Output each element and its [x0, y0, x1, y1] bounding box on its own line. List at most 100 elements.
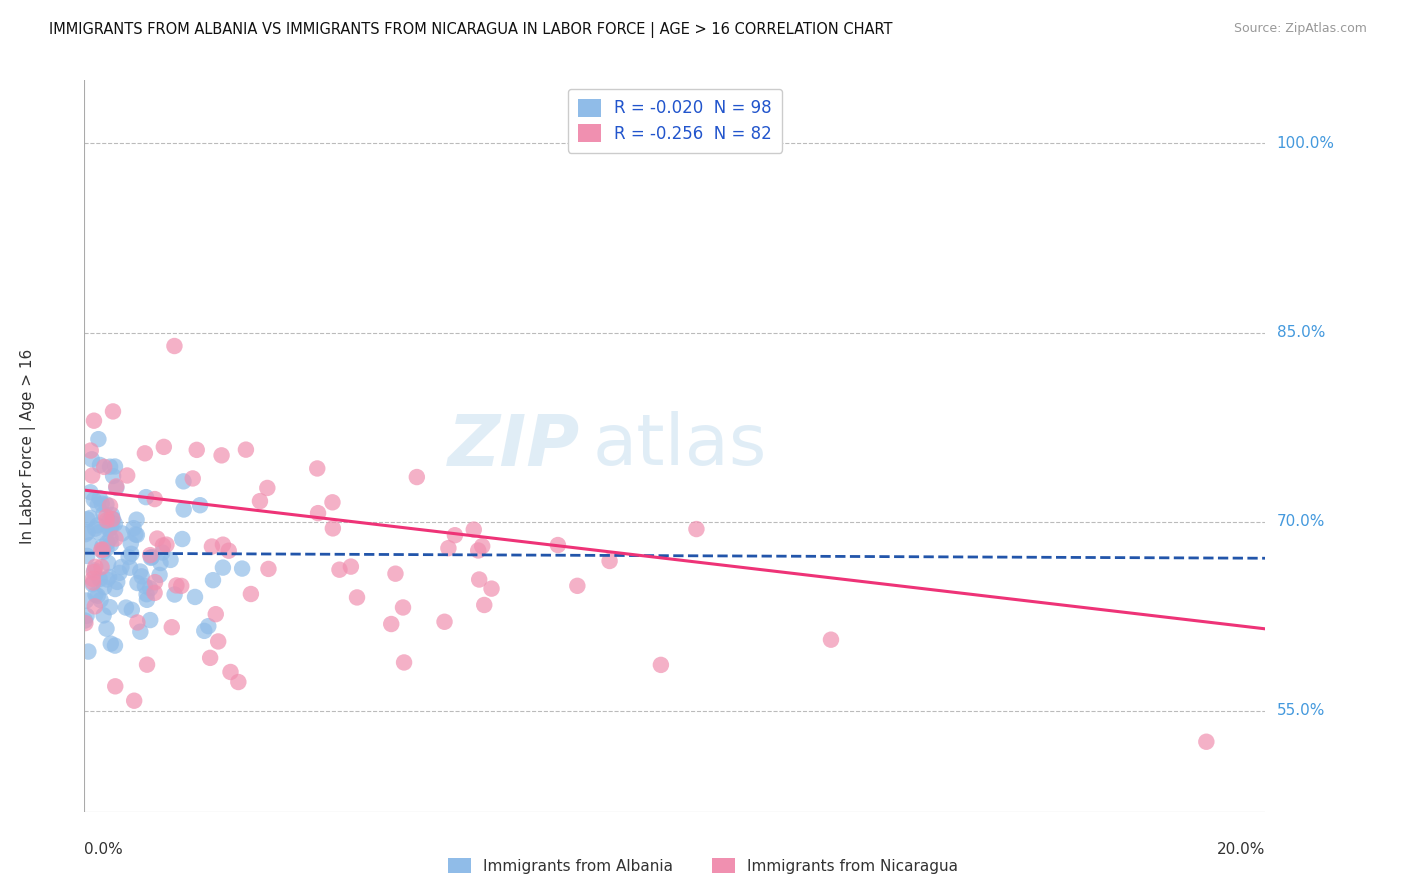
Point — [433, 615, 456, 629]
Point — [90, 593, 112, 607]
Point — [188, 498, 211, 512]
Point — [91, 542, 114, 557]
Point — [340, 559, 363, 574]
Point — [100, 637, 122, 651]
Point — [111, 526, 134, 541]
Point — [105, 574, 128, 589]
Point — [115, 600, 138, 615]
Point — [100, 517, 122, 532]
Point — [90, 560, 112, 574]
Point — [84, 522, 107, 536]
Point — [127, 615, 149, 630]
Point — [467, 543, 489, 558]
Point — [97, 522, 120, 536]
Point — [173, 475, 195, 489]
Point — [207, 634, 229, 648]
Point — [101, 517, 124, 532]
Point — [80, 443, 103, 458]
Point — [96, 573, 118, 587]
Point — [75, 593, 97, 607]
Point — [100, 537, 122, 551]
Point — [122, 694, 145, 708]
Point — [307, 461, 329, 475]
Point — [117, 549, 139, 564]
Point — [120, 547, 142, 561]
Point — [129, 624, 152, 639]
Point — [186, 442, 208, 457]
Point — [75, 616, 97, 631]
Point — [96, 535, 118, 549]
Point — [120, 536, 142, 550]
Point — [152, 539, 174, 553]
Point — [468, 573, 491, 587]
Point — [101, 512, 124, 526]
Point — [91, 540, 114, 554]
Point — [87, 432, 110, 446]
Point — [322, 521, 344, 535]
Point — [77, 644, 100, 658]
Point — [129, 565, 152, 579]
Legend: Immigrants from Albania, Immigrants from Nicaragua: Immigrants from Albania, Immigrants from… — [441, 852, 965, 880]
Point — [141, 550, 163, 565]
Point — [170, 579, 193, 593]
Point — [98, 522, 121, 536]
Point — [83, 414, 105, 428]
Point — [100, 531, 122, 545]
Point — [98, 514, 121, 528]
Point — [125, 513, 148, 527]
Point — [134, 446, 156, 460]
Text: 55.0%: 55.0% — [1277, 703, 1324, 718]
Point — [89, 458, 111, 472]
Point — [104, 516, 127, 531]
Point — [150, 545, 173, 559]
Point — [98, 600, 121, 615]
Point — [104, 532, 127, 546]
Point — [135, 490, 157, 504]
Point — [139, 548, 162, 562]
Point — [380, 617, 402, 632]
Point — [212, 538, 235, 552]
Point — [93, 608, 115, 623]
Point — [346, 591, 368, 605]
Point — [101, 512, 124, 526]
Point — [1195, 735, 1218, 749]
Point — [76, 512, 98, 526]
Point — [104, 679, 127, 693]
Point — [249, 494, 271, 508]
Point — [84, 588, 107, 602]
Point — [96, 541, 118, 556]
Point — [86, 589, 108, 603]
Point — [73, 614, 96, 628]
Point — [201, 573, 224, 587]
Point — [136, 657, 159, 672]
Point — [405, 470, 427, 484]
Point — [83, 565, 105, 579]
Point — [90, 497, 112, 511]
Point — [650, 657, 672, 672]
Point — [83, 599, 105, 614]
Point — [89, 525, 111, 540]
Point — [463, 523, 485, 537]
Text: 20.0%: 20.0% — [1218, 842, 1265, 857]
Point — [155, 538, 177, 552]
Text: In Labor Force | Age > 16: In Labor Force | Age > 16 — [20, 349, 35, 543]
Point — [83, 563, 105, 577]
Point — [392, 656, 415, 670]
Point — [481, 582, 503, 596]
Point — [471, 539, 494, 553]
Point — [235, 442, 257, 457]
Point — [219, 665, 242, 679]
Point — [163, 339, 186, 353]
Point — [120, 560, 142, 574]
Point — [547, 538, 569, 552]
Point — [83, 492, 105, 507]
Point — [79, 538, 101, 552]
Point — [134, 579, 156, 593]
Point — [146, 532, 169, 546]
Point — [98, 459, 121, 474]
Point — [257, 562, 280, 576]
Point — [80, 452, 103, 467]
Point — [84, 559, 107, 574]
Point — [567, 579, 589, 593]
Point — [159, 553, 181, 567]
